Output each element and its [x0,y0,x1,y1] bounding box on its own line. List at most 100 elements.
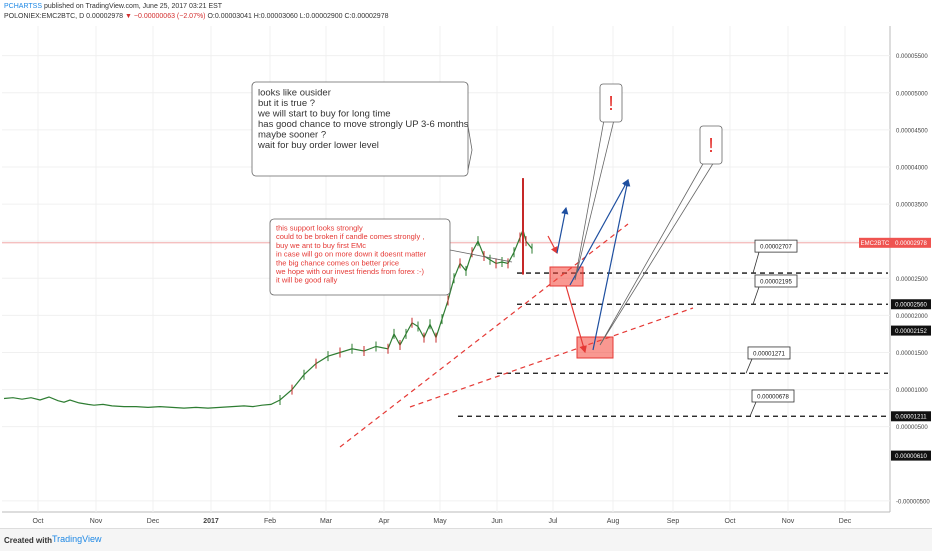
trendlines [339,223,694,448]
annotation-text-line: looks like ousider [258,88,331,99]
alert-callout: ! [574,83,623,281]
price-tag-box [891,325,931,336]
annotation-text-line: in case will go on more down it doesnt m… [276,250,427,259]
price-line [3,228,533,409]
x-tick-label: Dec [839,518,852,525]
x-tick-label: Oct [33,518,44,525]
y-tick-label: 0.00005000 [896,91,928,97]
down-arrow [547,235,558,255]
y-tick-label: 0.00002500 [896,277,928,283]
x-tick-label: Mar [320,518,333,525]
symbol-line: POLONIEX:EMC2BTC, D 0.00002978 ▼ −0.0000… [4,13,388,20]
annotation-text-line: we will start to buy for long time [257,109,391,120]
grid [2,26,891,513]
alert-pointer [574,119,615,281]
up-arrow [556,206,569,254]
symbol-tag-label: EMC2BTC [861,241,890,247]
x-tick-label: Feb [264,518,276,525]
y-tick-label: 0.00001500 [896,351,928,357]
alert-callout: ! [599,125,723,346]
alert-pointer [599,161,715,346]
level-callout-label: 0.00002707 [760,245,792,251]
last-price: 0.00002978 [86,13,124,20]
annotation-box [251,81,469,177]
x-tick-label: Sep [667,518,680,525]
x-tick-label: Nov [782,518,795,525]
price-series [3,178,533,409]
alert-mark: ! [608,93,614,115]
x-tick-label: May [433,518,447,525]
x-tick-label: Apr [379,518,391,525]
annotation-text-line: the big chance comes on better price [276,258,399,267]
annotation-text-line: wait for buy order lower level [257,140,379,151]
level-callout-box [751,389,795,403]
x-axis: Oct Nov Dec 2017 Feb Mar Apr May Jun Jul Aug Sep Oct… [33,518,852,525]
support-trendline [409,307,694,408]
publish-line: PCHARTSS published on TradingView.com, J… [4,3,222,10]
arrows [547,178,631,354]
level-callout-box [747,346,791,360]
created-with: Created with [4,536,53,545]
up-arrow [569,178,629,286]
price-tag-box [891,299,931,310]
price-tag-box [891,450,931,461]
x-tick-label: Oct [725,518,736,525]
annotation-pointer [449,249,513,263]
annotation-pointer [467,125,473,171]
x-tick-label: Nov [90,518,103,525]
x-tick-label: Aug [607,518,620,525]
annotation-text-line: maybe sooner ? [258,130,326,141]
level-callout: 0.00002195 [752,274,798,305]
y-tick-label: 0.00004000 [896,165,928,171]
annotation-text-line: buy we ant to buy first EMc [276,241,366,250]
price-tag-value: 0.00002978 [895,241,927,247]
y-tick-label: 0.00002000 [896,314,928,320]
y-tick-label: 0.00000500 [896,425,928,431]
symbol-tag-box [859,237,891,248]
level-callout-box [754,239,798,253]
x-tick-label: Jun [491,518,502,525]
author-link[interactable]: PCHARTSS [4,3,42,10]
level-callout: 0.00001271 [745,346,791,374]
level-callout-pointer [752,252,760,274]
y-tick-label: 0.00005500 [896,54,928,60]
price-tag-box [891,237,931,248]
annotation-text-line: but it is true ? [258,98,315,109]
level-callout-box [754,274,798,288]
level-callout-label: 0.00002195 [760,279,792,285]
annotation-text-line: it will be good rally [276,276,338,285]
up-arrow [592,178,631,351]
price-tag-value: 0.00002560 [895,303,927,309]
alert-box [599,83,623,123]
price-tag-value: 0.00000610 [895,454,927,460]
price-tag-value: 0.00001211 [895,415,927,421]
publish-info: published on TradingView.com, June 25, 2… [43,3,223,10]
level-callout-label: 0.00000678 [757,394,789,400]
y-tick-label: 0.00004500 [896,128,928,134]
level-callout-pointer [752,286,760,305]
tradingview-logo[interactable]: TradingView [52,534,102,544]
horizontal-levels: 0.00002707 0.00002195 0.00001271 0.00000678 [458,239,888,417]
x-tick-label: Jul [549,518,558,525]
ohlc-values: O:0.00003041 H:0.00003060 L:0.00002900 C… [207,13,389,20]
alert-mark: ! [708,135,714,157]
buy-zones [549,266,614,359]
annotation-box [269,218,451,296]
support-trendline [339,223,629,448]
symbol-name: POLONIEX:EMC2BTC, D [4,13,85,20]
price-tag-box [891,411,931,422]
price-tag-value: 0.00002152 [895,329,927,335]
annotation-text-line: has good chance to move strongly UP 3-6 … [258,119,469,130]
annotations: looks like ousider but it is true ?we wi… [251,81,723,346]
annotation: looks like ousider but it is true ?we wi… [251,81,473,177]
y-tick-label: 0.00003500 [896,203,928,209]
alert-box [699,125,723,165]
level-callout-label: 0.00001271 [753,351,785,357]
annotation: this support looks strongly could to be … [269,218,513,296]
price-change: ▼ −0.00000063 (−2.07%) [125,13,206,20]
level-callout-pointer [749,401,757,417]
chart-header: PCHARTSS published on TradingView.com, J… [0,0,890,26]
x-tick-label: Dec [147,518,160,525]
down-arrow [565,285,587,354]
